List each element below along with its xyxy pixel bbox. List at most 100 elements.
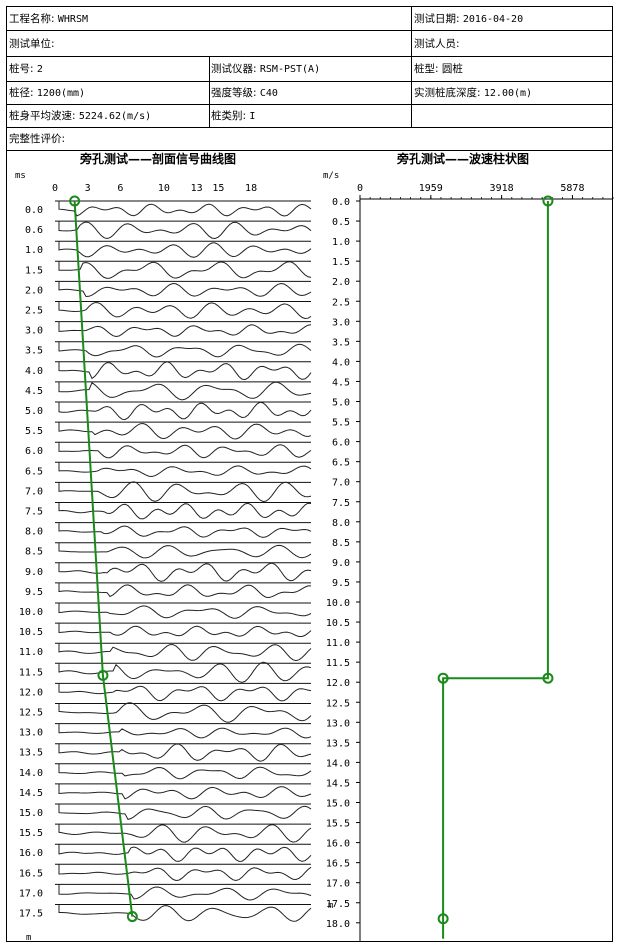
signal-trace <box>58 381 312 401</box>
row-divider <box>6 81 613 82</box>
depth-tick-label: 8.0 <box>332 518 350 529</box>
depth-tick-label: 14.0 <box>326 758 350 769</box>
column-divider <box>209 56 210 127</box>
signal-trace <box>58 241 312 258</box>
depth-tick-label: 9.0 <box>25 567 43 578</box>
signal-trace <box>58 763 312 780</box>
velocity-tick-label: 5878 <box>560 183 584 194</box>
signal-trace <box>58 401 312 421</box>
signal-trace <box>58 341 312 358</box>
depth-tick-label: 7.5 <box>25 507 43 518</box>
depth-tick-label: 13.0 <box>19 728 43 739</box>
signal-trace <box>58 904 312 922</box>
depth-tick-label: 9.0 <box>332 558 350 569</box>
depth-tick-label: 6.0 <box>332 438 350 449</box>
pile-type: 桩型: 圆桩 <box>414 63 463 75</box>
depth-tick-label: 3.5 <box>332 337 350 348</box>
test-instrument: 测试仪器: RSM-PST(A) <box>211 63 321 75</box>
depth-tick-label: 12.5 <box>326 698 350 709</box>
depth-tick-label: 6.0 <box>25 446 43 457</box>
strength-grade: 强度等级: C40 <box>211 87 278 99</box>
signal-trace <box>58 462 312 478</box>
signal-trace <box>58 844 312 862</box>
left-chart-title: 旁孔测试——剖面信号曲线图 <box>79 151 236 166</box>
integrity-evaluation: 完整性评价: <box>9 133 66 145</box>
depth-tick-label: 0.6 <box>25 225 43 236</box>
pile-diameter: 桩径: 1200(mm) <box>9 87 86 99</box>
signal-trace <box>58 281 312 298</box>
tester: 测试人员: <box>414 38 460 50</box>
depth-tick-label: 15.5 <box>326 819 350 830</box>
depth-tick-label: 17.0 <box>19 888 43 899</box>
x-tick-label: 6 <box>117 183 123 194</box>
signal-trace <box>58 502 312 520</box>
x-tick-label: 3 <box>85 183 91 194</box>
depth-tick-label: 7.5 <box>332 498 350 509</box>
depth-tick-label: 14.0 <box>19 768 43 779</box>
signal-trace <box>58 522 312 538</box>
x-tick-label: 13 <box>191 183 203 194</box>
signal-trace <box>58 824 312 843</box>
x-tick-label: 0 <box>52 183 58 194</box>
velocity-column-chart: 0 1959 3918 5878 0.0 0.5 1.0 1.5 2.0 2.5 3.0 3.5 4.0… <box>326 183 614 942</box>
depth-tick-label: 18.0 <box>326 919 350 930</box>
row-divider <box>6 104 613 105</box>
signal-trace <box>58 221 312 240</box>
row-divider <box>6 150 613 151</box>
depth-tick-label: 10.5 <box>19 627 43 638</box>
depth-tick-label: 1.5 <box>25 265 43 276</box>
depth-tick-label: 3.0 <box>332 317 350 328</box>
depth-tick-label: 6.5 <box>25 466 43 477</box>
pile-category: 桩类别: I <box>211 110 256 122</box>
first-arrival-marker <box>126 911 138 923</box>
depth-tick-label: 3.5 <box>25 346 43 357</box>
signal-trace <box>58 804 312 820</box>
depth-tick-label: 11.5 <box>19 667 43 678</box>
row-divider <box>6 56 613 57</box>
depth-tick-label: 4.0 <box>332 357 350 368</box>
signal-trace <box>58 301 312 320</box>
signal-trace <box>58 442 312 459</box>
x-tick-label: 18 <box>245 183 257 194</box>
depth-tick-label: 12.0 <box>326 678 350 689</box>
signal-trace <box>58 643 312 662</box>
average-wave-velocity: 桩身平均波速: 5224.62(m/s) <box>9 110 152 122</box>
signal-trace <box>58 864 312 882</box>
depth-tick-label: 5.0 <box>332 398 350 409</box>
depth-tick-label: 16.0 <box>326 839 350 850</box>
signal-trace <box>58 884 312 901</box>
signal-trace <box>58 783 312 800</box>
signal-trace <box>58 661 312 683</box>
depth-tick-label: 5.0 <box>25 406 43 417</box>
depth-tick-label: 0.0 <box>332 197 350 208</box>
depth-tick-label: 1.0 <box>332 237 350 248</box>
depth-tick-label: 12.5 <box>19 708 43 719</box>
depth-tick-label: 17.5 <box>19 909 43 920</box>
signal-trace <box>58 623 312 637</box>
left-chart-y-unit: m <box>26 933 31 943</box>
velocity-marker <box>437 913 449 925</box>
depth-tick-label: 8.0 <box>25 527 43 538</box>
signal-trace <box>58 261 312 279</box>
velocity-profile-line <box>442 201 549 939</box>
test-unit: 测试单位: <box>9 38 55 50</box>
depth-tick-label: 2.5 <box>332 297 350 308</box>
signal-trace <box>58 481 312 503</box>
signal-trace <box>58 603 312 619</box>
velocity-marker <box>542 672 554 684</box>
depth-tick-label: 15.0 <box>326 799 350 810</box>
first-arrival-line <box>73 200 134 917</box>
row-divider <box>6 30 613 31</box>
depth-tick-label: 2.5 <box>25 306 43 317</box>
depth-tick-label: 0.0 <box>25 205 43 216</box>
x-tick-label: 15 <box>212 183 224 194</box>
depth-tick-label: 1.0 <box>25 245 43 256</box>
first-arrival-marker <box>69 195 81 207</box>
measured-pile-depth: 实测桩底深度: 12.00(m) <box>414 87 533 99</box>
right-chart-title: 旁孔测试——波速柱状图 <box>396 151 529 166</box>
velocity-tick-label: 3918 <box>490 183 514 194</box>
first-arrival-marker <box>97 669 109 681</box>
depth-tick-label: 13.5 <box>326 738 350 749</box>
depth-tick-label: 3.0 <box>25 326 43 337</box>
